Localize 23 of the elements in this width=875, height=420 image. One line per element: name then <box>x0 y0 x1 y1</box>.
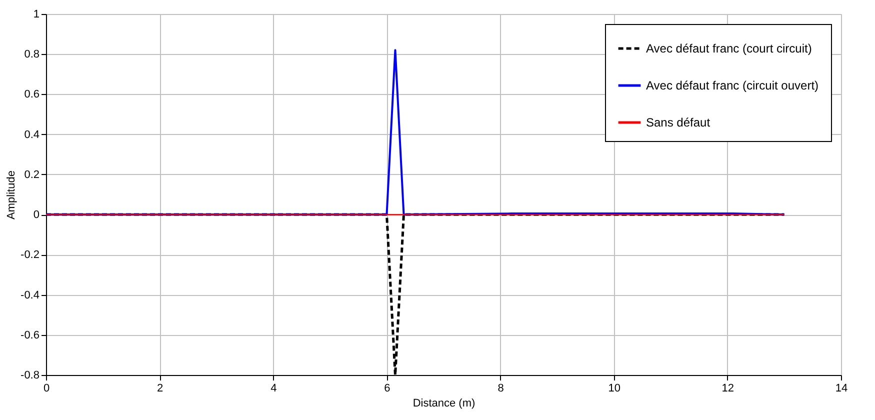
x-tick-label: 0 <box>43 382 50 394</box>
y-tick-label: -0.8 <box>20 370 40 382</box>
y-tick-label: 0.4 <box>24 128 40 141</box>
y-tick-label: -0.6 <box>20 329 40 342</box>
x-tick-label: 2 <box>157 382 164 394</box>
legend-label: Avec défaut franc (court circuit) <box>646 42 812 56</box>
x-tick-label: 4 <box>270 382 277 394</box>
legend-label: Sans défaut <box>646 116 711 130</box>
y-tick-label: 0.2 <box>24 168 40 181</box>
x-tick-label: 10 <box>608 382 620 394</box>
y-tick-label: 0 <box>33 209 40 222</box>
x-axis-title: Distance (m) <box>412 398 476 410</box>
x-tick-label: 12 <box>722 382 734 394</box>
legend-label: Avec défaut franc (circuit ouvert) <box>646 78 819 92</box>
y-axis-title: Amplitude <box>6 170 18 220</box>
y-tick-label: 1 <box>33 8 40 20</box>
x-tick-label: 14 <box>835 382 848 394</box>
y-tick-label: -0.2 <box>20 249 40 262</box>
y-tick-label: -0.4 <box>20 289 40 302</box>
y-tick-label: 0.8 <box>24 48 40 61</box>
y-tick-label: 0.6 <box>24 88 40 101</box>
x-tick-label: 6 <box>384 382 390 394</box>
x-tick-label: 8 <box>498 382 504 394</box>
